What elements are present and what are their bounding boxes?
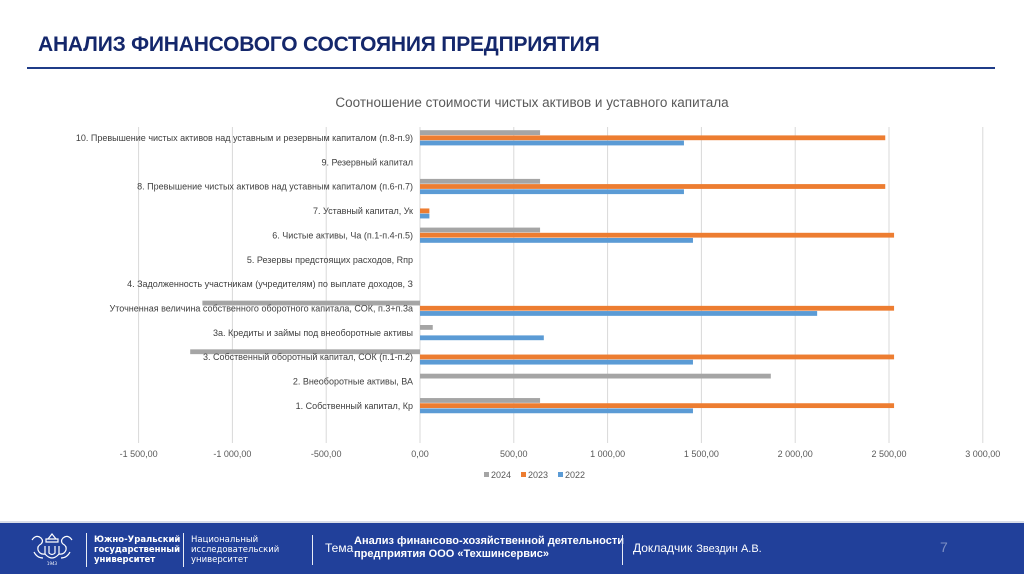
footer-divider: [183, 533, 184, 567]
national-line1: Национальный: [191, 535, 259, 545]
footer-divider: [622, 535, 623, 565]
bar-2022: [420, 238, 693, 243]
legend-label: 2023: [528, 470, 548, 480]
bar-2022: [420, 408, 693, 414]
x-tick-label: 1 500,00: [684, 449, 719, 459]
bar-2024: [420, 373, 771, 379]
university-name: Южно-Уральский государственный университ…: [94, 535, 180, 565]
x-tick-label: -1 500,00: [120, 449, 158, 459]
bar-2024: [420, 130, 541, 135]
bar-2024: [420, 325, 433, 330]
category-label: 4. Задолженность участникам (учредителям…: [127, 279, 413, 289]
legend: 2024 2023 2022: [484, 470, 585, 480]
x-axis-tick-labels: -1 500,00 -1 000,00 -500,00 0,00 500,00 1 000…: [120, 449, 1001, 459]
chart-title: Соотношение стоимости чистых активов и у…: [335, 95, 729, 110]
bar-2024: [202, 300, 420, 306]
category-label: 2. Внеоборотные активы, ВА: [293, 377, 413, 387]
category-label: 3а. Кредиты и займы под внеоборотные акт…: [213, 328, 413, 338]
category-label: 1. Собственный капитал, Кр: [296, 401, 413, 411]
bar-2023: [420, 403, 895, 409]
bar-2024: [190, 349, 420, 355]
bar-2023: [420, 232, 895, 238]
category-label: 10. Превышение чистых активов над уставн…: [76, 133, 413, 143]
bar-2022: [420, 311, 818, 316]
footer-divider: [86, 533, 87, 567]
category-label: 6. Чистые активы, Ча (п.1-п.4-п.5): [272, 230, 413, 240]
category-label: 7. Уставный капитал, Ук: [313, 206, 413, 216]
bar-2022: [420, 359, 693, 365]
legend-swatch-2024: [484, 472, 489, 477]
x-tick-label: 0,00: [411, 449, 429, 459]
university-name-line1: Южно-Уральский: [94, 535, 181, 545]
category-labels: 10. Превышение чистых активов над уставн…: [76, 133, 413, 411]
theme-text: Анализ финансово-хозяйственной деятельно…: [354, 535, 624, 561]
bar-2024: [420, 227, 541, 233]
x-tick-label: 1 000,00: [590, 449, 625, 459]
x-tick-label: -500,00: [311, 449, 342, 459]
speaker-label: Докладчик: [633, 541, 693, 555]
bar-2023: [420, 208, 430, 214]
page-title: АНАЛИЗ ФИНАНСОВОГО СОСТОЯНИЯ ПРЕДПРИЯТИЯ: [38, 33, 600, 56]
bar-2024: [420, 178, 541, 184]
page-number: 7: [940, 539, 948, 555]
bar-2024: [420, 398, 541, 403]
bars: [190, 130, 895, 414]
gridlines: [138, 127, 984, 443]
theme-line2: предприятия ООО «Техшинсервис»: [354, 548, 550, 560]
university-name-line2: государственный: [94, 545, 181, 555]
bar-2022: [420, 335, 544, 341]
university-logo-icon: 1943: [31, 533, 73, 566]
bar-2022: [420, 140, 684, 146]
speaker-name: Звездин А.В.: [696, 543, 762, 555]
legend-label: 2022: [565, 470, 585, 480]
bar-2023: [420, 354, 895, 360]
bar-2023: [420, 305, 895, 311]
legend-label: 2024: [491, 470, 511, 480]
svg-text:1943: 1943: [47, 561, 58, 566]
x-tick-label: 500,00: [500, 449, 528, 459]
x-tick-label: -1 000,00: [213, 449, 251, 459]
legend-swatch-2022: [558, 472, 563, 477]
x-tick-label: 2 000,00: [778, 449, 813, 459]
category-label: 8. Превышение чистых активов над уставны…: [137, 182, 413, 192]
category-label: 9. Резервный капитал: [321, 157, 413, 167]
bar-2023: [420, 184, 886, 189]
bar-chart: 10. Превышение чистых активов над уставн…: [76, 127, 1001, 480]
bar-2022: [420, 189, 684, 195]
title-divider: [27, 67, 995, 69]
bar-2022: [420, 213, 430, 219]
legend-swatch-2023: [521, 472, 526, 477]
theme-line1: Анализ финансово-хозяйственной деятельно…: [354, 535, 624, 547]
national-line2: исследовательский: [191, 545, 280, 555]
bar-2023: [420, 135, 886, 141]
x-tick-label: 3 000,00: [965, 449, 1000, 459]
x-tick-label: 2 500,00: [871, 449, 906, 459]
category-label: 5. Резервы предстоящих расходов, Rпр: [247, 255, 413, 265]
national-line3: университет: [191, 555, 249, 565]
university-name-line3: университет: [94, 555, 156, 565]
category-label: Уточненная величина собственного оборотн…: [110, 303, 413, 313]
category-label: 3. Собственный оборотный капитал, СОК (п…: [203, 352, 413, 362]
national-research-university: Национальный исследовательский университ…: [191, 535, 279, 565]
footer-bar: 1943 Южно-Уральский государственный унив…: [0, 521, 1024, 574]
theme-label: Тема: [325, 541, 354, 555]
speaker: Докладчик Звездин А.В.: [633, 541, 762, 555]
footer-divider: [312, 535, 313, 565]
